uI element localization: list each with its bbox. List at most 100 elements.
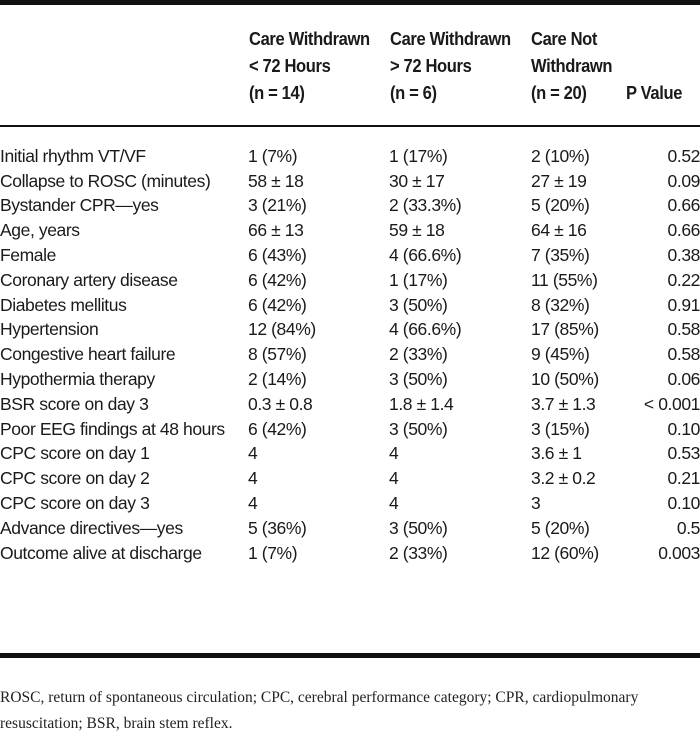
- data-cell: 3 (50%): [389, 418, 448, 439]
- table-row: Advance directives—yes 5 (36%) 3 (50%) 5 (2…: [0, 516, 700, 541]
- data-cell: 3: [531, 493, 541, 514]
- data-cell: 2 (33%): [389, 542, 448, 563]
- data-cell: 9 (45%): [531, 344, 590, 365]
- table-row: CPC score on day 3 4 4 3 0.10: [0, 491, 700, 516]
- data-cell: 0.58: [667, 344, 700, 365]
- column-header-group-3: Care Not Withdrawn (n = 20): [531, 26, 613, 107]
- row-label-cell: Outcome alive at discharge: [0, 542, 202, 563]
- data-cell: 1 (7%): [248, 542, 298, 563]
- data-cell: 7 (35%): [531, 245, 590, 266]
- row-label-cell: Age, years: [0, 220, 80, 241]
- data-cell: 0.003: [658, 542, 700, 563]
- data-cell: 3 (15%): [531, 418, 590, 439]
- data-cell: 12 (84%): [248, 319, 316, 340]
- row-label-cell: CPC score on day 2: [0, 468, 150, 489]
- table-row: CPC score on day 2 4 4 3.2 ± 0.2 0.21: [0, 466, 700, 491]
- data-cell: 6 (43%): [248, 245, 307, 266]
- table-row: Outcome alive at discharge 1 (7%) 2 (33%) 1…: [0, 541, 700, 566]
- column-header-line: > 72 Hours: [390, 56, 472, 76]
- data-table: Initial rhythm VT/VF 1 (7%) 1 (17%) 2 (10%)…: [0, 144, 700, 566]
- data-cell: 4 (66.6%): [389, 245, 462, 266]
- table-row: Initial rhythm VT/VF 1 (7%) 1 (17%) 2 (10%)…: [0, 144, 700, 169]
- table-footnote: ROSC, return of spontaneous circulation;…: [0, 689, 639, 732]
- data-cell: 0.52: [667, 145, 700, 166]
- data-cell: 1 (17%): [389, 145, 448, 166]
- column-header-line: Care Not: [531, 29, 598, 49]
- data-cell: 3.7 ± 1.3: [531, 393, 596, 414]
- row-label-cell: CPC score on day 1: [0, 443, 150, 464]
- data-cell: 8 (57%): [248, 344, 307, 365]
- data-cell: 3 (50%): [389, 294, 448, 315]
- data-cell: 0.91: [667, 294, 700, 315]
- data-cell: 0.5: [676, 517, 700, 538]
- table-row: Female 6 (43%) 4 (66.6%) 7 (35%) 0.38: [0, 243, 700, 268]
- column-header-group-1: Care Withdrawn < 72 Hours (n = 14): [249, 26, 370, 107]
- row-label-cell: Diabetes mellitus: [0, 294, 127, 315]
- table-bottom-rule: [0, 653, 700, 658]
- data-cell: 0.09: [667, 170, 700, 191]
- data-cell: 2 (14%): [248, 369, 307, 390]
- column-header-line: Care Withdrawn: [390, 29, 511, 49]
- column-header-line: Care Withdrawn: [249, 29, 370, 49]
- data-cell: 0.10: [667, 418, 700, 439]
- row-label-cell: Advance directives—yes: [0, 517, 183, 538]
- table-row: Diabetes mellitus 6 (42%) 3 (50%) 8 (32%) 0.…: [0, 293, 700, 318]
- data-cell: 27 ± 19: [531, 170, 587, 191]
- data-cell: 11 (55%): [531, 269, 598, 290]
- data-cell: 3.2 ± 0.2: [531, 468, 596, 489]
- table-body: Initial rhythm VT/VF 1 (7%) 1 (17%) 2 (10%)…: [0, 144, 700, 566]
- data-cell: 4 (66.6%): [389, 319, 462, 340]
- table-row: BSR score on day 3 0.3 ± 0.8 1.8 ± 1.4 3.7 …: [0, 392, 700, 417]
- table-row: Bystander CPR—yes 3 (21%) 2 (33.3%) 5 (20%)…: [0, 194, 700, 219]
- data-cell: 5 (36%): [248, 517, 307, 538]
- data-cell: 6 (42%): [248, 294, 307, 315]
- data-cell: 0.53: [667, 443, 700, 464]
- data-cell: 0.10: [667, 493, 700, 514]
- table-row: Coronary artery disease 6 (42%) 1 (17%) 11 …: [0, 268, 700, 293]
- data-cell: 4: [389, 443, 399, 464]
- data-cell: 58 ± 18: [248, 170, 304, 191]
- row-label-cell: Hypertension: [0, 319, 99, 340]
- column-header-line: P Value: [626, 83, 683, 103]
- data-cell: 3 (21%): [248, 195, 307, 216]
- table-row: Hypothermia therapy 2 (14%) 3 (50%) 10 (50%…: [0, 367, 700, 392]
- data-cell: 2 (10%): [531, 145, 590, 166]
- data-cell: 0.3 ± 0.8: [248, 393, 313, 414]
- data-cell: 59 ± 18: [389, 220, 445, 241]
- data-cell: 4: [248, 493, 258, 514]
- data-cell: 0.38: [667, 245, 700, 266]
- data-cell: 6 (42%): [248, 269, 307, 290]
- data-cell: 4: [248, 468, 258, 489]
- column-header-line: (n = 20): [531, 83, 587, 103]
- data-cell: 1 (7%): [248, 145, 298, 166]
- data-cell: 4: [389, 493, 399, 514]
- data-cell: 1 (17%): [389, 269, 448, 290]
- row-label-cell: Collapse to ROSC (minutes): [0, 170, 211, 191]
- data-cell: 2 (33.3%): [389, 195, 462, 216]
- column-header-line: (n = 6): [390, 83, 437, 103]
- data-cell: 8 (32%): [531, 294, 590, 315]
- data-cell: 10 (50%): [531, 369, 599, 390]
- data-cell: < 0.001: [643, 393, 700, 414]
- table-row: Congestive heart failure 8 (57%) 2 (33%) 9 …: [0, 342, 700, 367]
- column-header-line: < 72 Hours: [249, 56, 331, 76]
- data-cell: 0.22: [667, 269, 700, 290]
- table-row: CPC score on day 1 4 4 3.6 ± 1 0.53: [0, 442, 700, 467]
- data-cell: 4: [389, 468, 399, 489]
- data-cell: 5 (20%): [531, 517, 590, 538]
- data-cell: 1.8 ± 1.4: [389, 393, 454, 414]
- data-cell: 6 (42%): [248, 418, 307, 439]
- data-cell: 4: [248, 443, 258, 464]
- row-label-cell: Bystander CPR—yes: [0, 195, 159, 216]
- row-label-cell: Initial rhythm VT/VF: [0, 145, 146, 166]
- data-cell: 0.66: [667, 220, 700, 241]
- row-label-cell: Congestive heart failure: [0, 344, 176, 365]
- row-label-cell: Coronary artery disease: [0, 269, 178, 290]
- data-cell: 2 (33%): [389, 344, 448, 365]
- column-header-group-2: Care Withdrawn > 72 Hours (n = 6): [390, 26, 511, 107]
- row-label-cell: Hypothermia therapy: [0, 369, 155, 390]
- data-cell: 3.6 ± 1: [531, 443, 582, 464]
- data-cell: 3 (50%): [389, 517, 448, 538]
- data-cell: 0.06: [667, 369, 700, 390]
- data-cell: 17 (85%): [531, 319, 599, 340]
